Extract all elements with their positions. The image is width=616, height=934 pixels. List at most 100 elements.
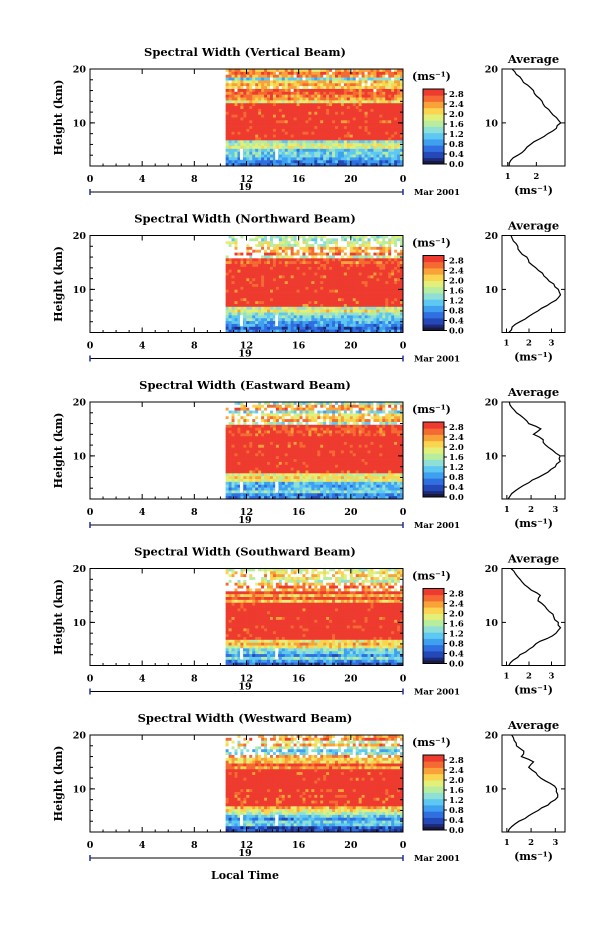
heatmap-cell: [267, 137, 270, 140]
heatmap-cell: [291, 135, 294, 138]
colorbar-swatch: [423, 89, 444, 96]
heatmap-cell: [297, 126, 300, 129]
heatmap-cell: [276, 425, 279, 428]
heatmap-cell: [329, 118, 332, 121]
heatmap-cell: [252, 120, 255, 123]
heatmap-cell: [376, 281, 379, 284]
heatmap-cell: [326, 95, 329, 98]
heatmap-cell: [249, 135, 252, 138]
heatmap-cell: [300, 261, 303, 264]
heatmap-cell: [252, 80, 255, 83]
heatmap-cell: [243, 95, 246, 98]
heatmap-cell: [329, 146, 332, 149]
heatmap-cell: [323, 253, 326, 256]
heatmap-cell: [365, 109, 368, 112]
heatmap-cell: [370, 100, 373, 103]
heatmap-cell: [350, 75, 353, 78]
heatmap-cell: [338, 126, 341, 129]
heatmap-cell: [240, 428, 243, 431]
heatmap-cell: [379, 267, 382, 270]
heatmap-cell: [243, 416, 246, 419]
heatmap-cell: [282, 290, 285, 293]
heatmap-cell: [373, 75, 376, 78]
heatmap-cell: [356, 255, 359, 258]
heatmap-cell: [249, 405, 252, 408]
colorbar-unit-label: (ms⁻¹): [412, 70, 451, 83]
heatmap-cell: [382, 411, 385, 414]
heatmap-cell: [335, 408, 338, 411]
heatmap-cell: [258, 89, 261, 92]
heatmap-cell: [338, 422, 341, 425]
x-tick-label: 0: [400, 341, 407, 352]
heatmap-cell: [320, 80, 323, 83]
heatmap-cell: [249, 413, 252, 416]
heatmap-cell: [326, 112, 329, 115]
heatmap-cell: [362, 419, 365, 422]
heatmap-cell: [279, 132, 282, 135]
heatmap-cell: [226, 321, 229, 324]
heatmap-cell: [362, 408, 365, 411]
heatmap-cell: [311, 411, 314, 414]
heatmap-cell: [320, 287, 323, 290]
heatmap-cell: [243, 304, 246, 307]
heatmap-cell: [270, 152, 273, 155]
heatmap-cell: [279, 264, 282, 267]
heatmap-cell: [317, 157, 320, 160]
colorbar-swatch: [423, 262, 444, 269]
heatmap-cell: [388, 416, 391, 419]
heatmap-cell: [246, 140, 249, 143]
heatmap-cell: [356, 80, 359, 83]
heatmap-cell: [273, 80, 276, 83]
colorbar-swatch: [423, 114, 444, 121]
heatmap-cell: [362, 327, 365, 330]
heatmap-cell: [235, 89, 238, 92]
heatmap-cell: [279, 258, 282, 261]
heatmap-cell: [326, 318, 329, 321]
heatmap-cell: [368, 118, 371, 121]
heatmap-cell: [388, 126, 391, 129]
heatmap-cell: [338, 157, 341, 160]
heatmap-cell: [276, 89, 279, 92]
heatmap-cell: [264, 408, 267, 411]
heatmap-cell: [308, 278, 311, 281]
heatmap-cell: [376, 143, 379, 146]
heatmap-cell: [311, 422, 314, 425]
heatmap-cell: [270, 293, 273, 296]
heatmap-cell: [370, 419, 373, 422]
heatmap-cell: [394, 310, 397, 313]
heatmap-cell: [359, 278, 362, 281]
heatmap-cell: [232, 278, 235, 281]
heatmap-cell: [373, 80, 376, 83]
heatmap-cell: [326, 253, 329, 256]
heatmap-cell: [255, 278, 258, 281]
heatmap-cell: [264, 295, 267, 298]
heatmap-cell: [323, 89, 326, 92]
heatmap-cell: [229, 129, 232, 132]
heatmap-cell: [276, 304, 279, 307]
x-tick-label: 8: [191, 174, 198, 185]
heatmap-cell: [252, 327, 255, 330]
heatmap-cell: [376, 416, 379, 419]
heatmap-cell: [237, 413, 240, 416]
heatmap-cell: [232, 112, 235, 115]
heatmap-cell: [317, 324, 320, 327]
heatmap-cell: [270, 428, 273, 431]
heatmap-cell: [267, 140, 270, 143]
x-tick-label: 0: [87, 341, 94, 352]
heatmap-cell: [365, 315, 368, 318]
heatmap-cell: [320, 264, 323, 267]
heatmap-cell: [320, 132, 323, 135]
heatmap-cell: [317, 155, 320, 158]
heatmap-cell: [297, 301, 300, 304]
heatmap-cell: [235, 78, 238, 81]
heatmap-cell: [229, 321, 232, 324]
heatmap-cell: [365, 255, 368, 258]
heatmap-cell: [397, 327, 400, 330]
heatmap-cell: [302, 255, 305, 258]
heatmap-cell: [302, 298, 305, 301]
heatmap-cell: [394, 149, 397, 152]
heatmap-cell: [240, 327, 243, 330]
heatmap-cell: [261, 258, 264, 261]
heatmap-cell: [368, 298, 371, 301]
heatmap-cell: [300, 89, 303, 92]
